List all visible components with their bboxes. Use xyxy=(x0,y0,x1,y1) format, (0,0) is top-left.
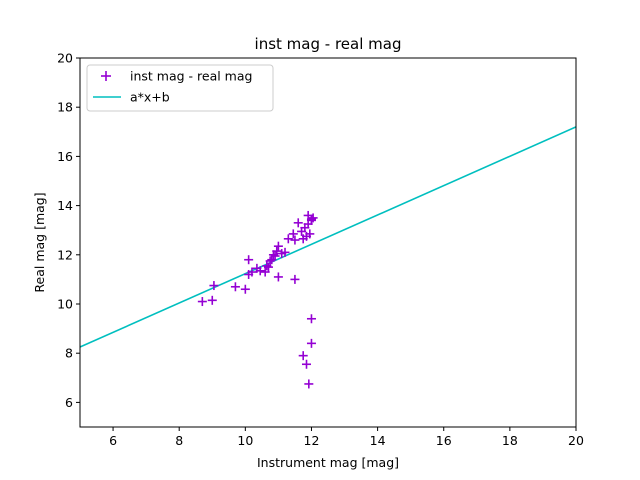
plot-area-frame xyxy=(79,57,577,428)
fit-line xyxy=(80,126,576,348)
x-axis-label: Instrument mag [mag] xyxy=(257,455,399,470)
data-point xyxy=(262,261,272,271)
x-tick-label: 16 xyxy=(436,433,452,448)
data-point xyxy=(230,282,240,292)
data-point xyxy=(272,246,282,256)
data-point xyxy=(290,274,300,284)
data-point xyxy=(305,229,315,239)
legend-label-line: a*x+b xyxy=(130,90,170,105)
y-tick-label: 10 xyxy=(57,297,73,312)
data-point xyxy=(298,351,308,361)
data-point xyxy=(302,359,312,369)
x-tick-label: 6 xyxy=(109,433,117,448)
data-point xyxy=(270,251,280,261)
data-point xyxy=(209,281,219,291)
data-point xyxy=(197,297,207,307)
data-point xyxy=(263,262,273,272)
y-axis: 6 8 10 12 14 16 18 20 xyxy=(57,51,80,410)
data-point xyxy=(280,247,290,257)
chart-title: inst mag - real mag xyxy=(255,35,402,53)
data-point xyxy=(283,234,293,244)
data-point xyxy=(265,256,275,266)
x-tick-label: 10 xyxy=(237,433,253,448)
data-point xyxy=(244,255,254,265)
data-point xyxy=(288,229,298,239)
x-tick-label: 14 xyxy=(370,433,386,448)
legend-box xyxy=(86,64,274,112)
data-point xyxy=(207,295,217,305)
data-point xyxy=(306,338,316,348)
x-tick-label: 8 xyxy=(175,433,183,448)
y-tick-label: 14 xyxy=(57,198,73,213)
data-point xyxy=(255,266,265,276)
y-axis-label: Real mag [mag] xyxy=(32,192,47,292)
y-tick-label: 8 xyxy=(65,346,73,361)
legend: inst mag - real mag a*x+b xyxy=(86,64,274,112)
data-point xyxy=(247,267,257,277)
data-point xyxy=(273,241,283,251)
y-tick-label: 12 xyxy=(57,247,73,262)
legend-marker-scatter xyxy=(101,71,111,81)
data-point xyxy=(293,218,303,228)
y-tick-label: 18 xyxy=(57,100,73,115)
y-tick-label: 20 xyxy=(57,51,73,66)
x-tick-label: 20 xyxy=(568,433,584,448)
data-point xyxy=(240,284,250,294)
legend-label-scatter: inst mag - real mag xyxy=(130,69,252,84)
data-point xyxy=(308,213,318,223)
y-tick-label: 6 xyxy=(65,395,73,410)
x-tick-label: 12 xyxy=(304,433,320,448)
data-point xyxy=(306,214,316,224)
x-axis: 6 8 10 12 14 16 18 20 xyxy=(109,427,584,448)
data-point xyxy=(273,272,283,282)
data-point xyxy=(260,267,270,277)
data-point xyxy=(304,379,314,389)
data-point xyxy=(290,235,300,245)
data-point xyxy=(306,314,316,324)
x-tick-label: 18 xyxy=(502,433,518,448)
y-tick-label: 16 xyxy=(57,149,73,164)
